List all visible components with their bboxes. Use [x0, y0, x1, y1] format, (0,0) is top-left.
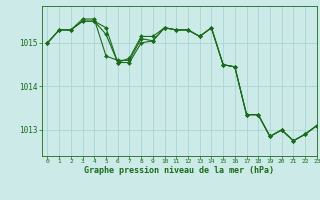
X-axis label: Graphe pression niveau de la mer (hPa): Graphe pression niveau de la mer (hPa): [84, 166, 274, 175]
